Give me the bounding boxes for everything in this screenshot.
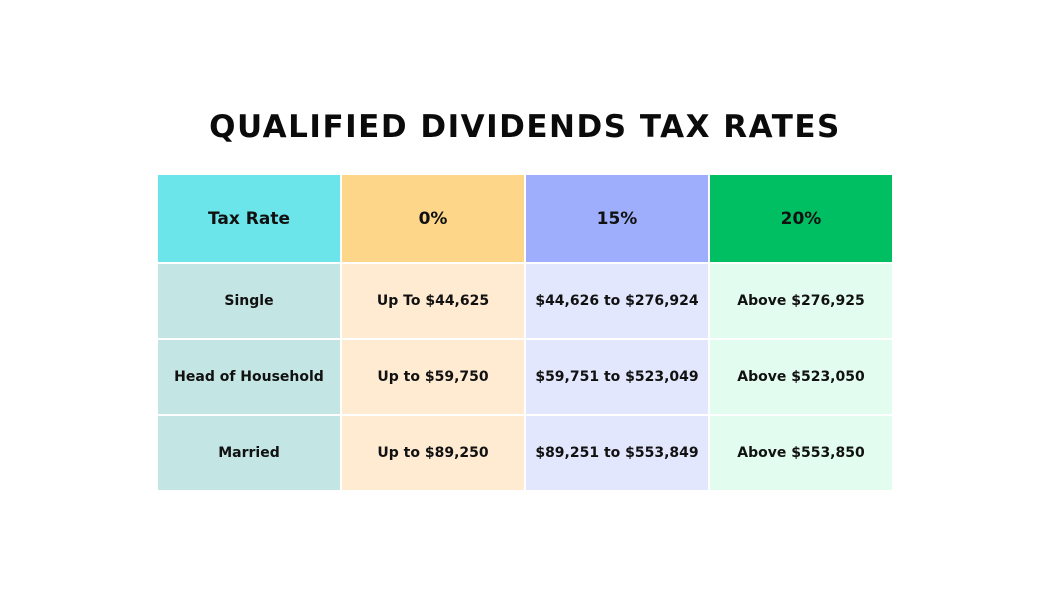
cell-hoh-rate-0: Up to $59,750	[342, 340, 524, 414]
cell-single-rate-20: Above $276,925	[710, 264, 892, 338]
header-rate-20: 20%	[710, 175, 892, 262]
cell-single-rate-0: Up To $44,625	[342, 264, 524, 338]
cell-hoh-rate-15: $59,751 to $523,049	[526, 340, 708, 414]
row-label-single: Single	[158, 264, 340, 338]
header-rate-15: 15%	[526, 175, 708, 262]
cell-married-rate-0: Up to $89,250	[342, 416, 524, 490]
header-rate-0: 0%	[342, 175, 524, 262]
cell-hoh-rate-20: Above $523,050	[710, 340, 892, 414]
tax-rates-table: Tax Rate 0% 15% 20% Single Up To $44,625…	[158, 175, 892, 490]
cell-married-rate-15: $89,251 to $553,849	[526, 416, 708, 490]
row-label-married: Married	[158, 416, 340, 490]
header-tax-rate: Tax Rate	[158, 175, 340, 262]
cell-married-rate-20: Above $553,850	[710, 416, 892, 490]
page-title: QUALIFIED DIVIDENDS TAX RATES	[209, 108, 841, 145]
cell-single-rate-15: $44,626 to $276,924	[526, 264, 708, 338]
row-label-head-of-household: Head of Household	[158, 340, 340, 414]
